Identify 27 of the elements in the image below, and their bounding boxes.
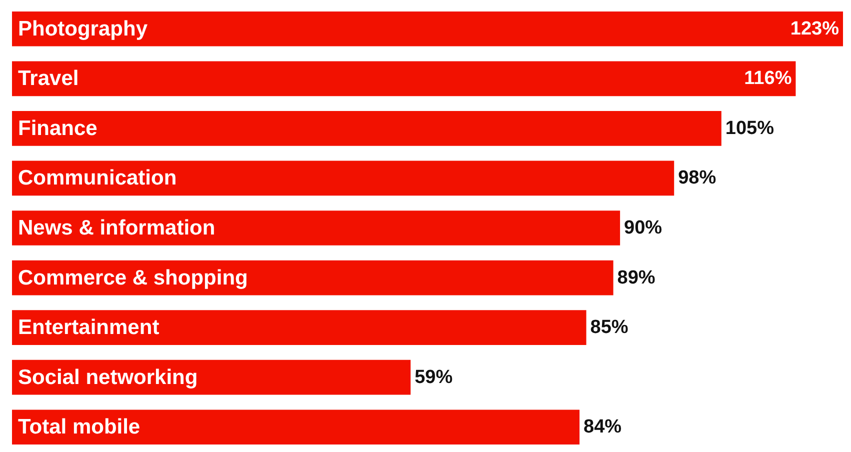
data-label: 90% <box>624 218 662 238</box>
data-label: 89% <box>617 267 656 288</box>
y-tick-label: Total mobile <box>18 416 140 439</box>
bar <box>12 61 796 96</box>
bar <box>12 260 614 296</box>
data-label: 85% <box>590 317 628 338</box>
data-label: 105% <box>725 118 774 139</box>
bar <box>12 410 580 445</box>
bar <box>12 210 620 246</box>
bar <box>12 360 411 395</box>
bar <box>12 160 674 196</box>
y-tick-label: Travel <box>18 67 79 90</box>
y-tick-label: News & information <box>18 216 216 240</box>
bar <box>12 11 843 46</box>
bar <box>12 310 586 345</box>
y-tick-label: Finance <box>18 116 98 140</box>
data-label: 98% <box>678 168 716 189</box>
data-label: 116% <box>744 68 792 90</box>
data-label: 84% <box>584 416 622 438</box>
data-label: 123% <box>790 18 840 40</box>
y-tick-label: Photography <box>18 17 148 40</box>
data-label: 59% <box>414 366 453 388</box>
y-tick-label: Communication <box>18 166 177 190</box>
y-tick-label: Entertainment <box>18 316 160 340</box>
y-tick-label: Social networking <box>18 366 198 389</box>
y-tick-label: Commerce & shopping <box>18 266 248 290</box>
bar <box>12 111 722 146</box>
